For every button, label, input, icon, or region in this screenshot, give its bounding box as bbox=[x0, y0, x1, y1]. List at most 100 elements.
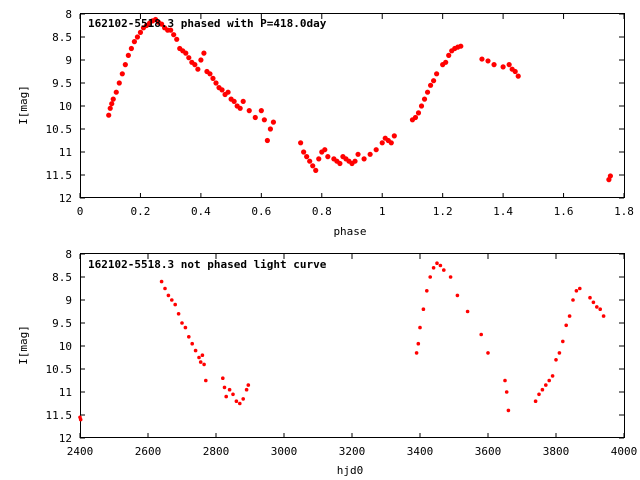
data-point bbox=[110, 96, 116, 102]
y-tick-label: 11 bbox=[59, 146, 72, 159]
data-point bbox=[227, 387, 232, 392]
data-point bbox=[234, 399, 239, 404]
data-point bbox=[479, 332, 484, 337]
data-point bbox=[241, 397, 245, 401]
data-point bbox=[325, 154, 331, 160]
data-point bbox=[170, 298, 174, 302]
data-point bbox=[238, 401, 242, 406]
x-tick-label: 2600 bbox=[135, 445, 162, 458]
data-point bbox=[458, 43, 464, 49]
data-point bbox=[316, 156, 322, 162]
chart-title: 162102-5518.3 phased with P=418.0day bbox=[88, 17, 327, 30]
data-point bbox=[607, 173, 614, 179]
x-tick-label: 1.4 bbox=[493, 205, 513, 218]
data-point bbox=[301, 149, 307, 155]
y-tick-label: 11.5 bbox=[46, 409, 73, 422]
x-tick-label: 2400 bbox=[67, 445, 94, 458]
data-point bbox=[434, 71, 440, 77]
data-point bbox=[486, 351, 490, 355]
data-point bbox=[310, 163, 316, 169]
data-point bbox=[506, 62, 512, 68]
data-point bbox=[166, 293, 171, 298]
y-tick-label: 8.5 bbox=[52, 31, 72, 44]
data-point bbox=[322, 147, 328, 153]
data-point bbox=[244, 387, 249, 392]
data-point bbox=[168, 27, 174, 33]
x-tick-label: 0.8 bbox=[312, 205, 332, 218]
data-point bbox=[192, 62, 198, 68]
x-tick-label: 0.2 bbox=[131, 205, 151, 218]
x-tick-label: 3800 bbox=[543, 445, 570, 458]
y-axis-title: I[mag] bbox=[17, 85, 30, 125]
data-point bbox=[200, 353, 205, 358]
x-tick-label: 1.8 bbox=[614, 205, 634, 218]
data-point bbox=[503, 378, 507, 383]
data-point bbox=[113, 89, 119, 95]
unphased-light-curve-panel: 2400 2600 2800 3000 3200 3400 3600 3800 4000 8 8.… bbox=[17, 248, 637, 477]
data-point bbox=[485, 58, 491, 64]
data-point bbox=[337, 160, 343, 167]
data-point bbox=[261, 117, 267, 123]
data-point bbox=[237, 105, 243, 111]
data-point bbox=[595, 305, 599, 309]
data-point bbox=[202, 362, 206, 367]
data-point bbox=[561, 339, 565, 344]
data-point bbox=[193, 348, 198, 353]
data-point bbox=[540, 387, 545, 392]
x-axis-title: hjd0 bbox=[337, 464, 364, 477]
data-point bbox=[598, 307, 602, 312]
y-tick-label: 11.5 bbox=[46, 169, 73, 182]
data-point bbox=[435, 261, 439, 266]
y-tick-label: 12 bbox=[59, 192, 72, 205]
data-point bbox=[571, 298, 575, 302]
data-point bbox=[116, 80, 122, 86]
y-tick-labels: 8 8.5 9 9.5 10 10.5 11 11.5 12 bbox=[46, 8, 73, 205]
data-point bbox=[183, 50, 189, 56]
data-point bbox=[564, 323, 568, 328]
data-point bbox=[137, 29, 144, 35]
x-tick-label: 3600 bbox=[475, 445, 502, 458]
data-point bbox=[270, 119, 277, 125]
data-point bbox=[424, 89, 431, 95]
data-point bbox=[183, 325, 188, 330]
data-point bbox=[176, 312, 181, 316]
data-point bbox=[491, 62, 497, 68]
data-point bbox=[246, 383, 251, 387]
data-point bbox=[213, 80, 219, 86]
data-point bbox=[504, 390, 509, 394]
data-point bbox=[601, 314, 606, 318]
data-point bbox=[355, 151, 361, 157]
data-point bbox=[431, 266, 436, 270]
data-point bbox=[224, 394, 228, 399]
data-point bbox=[418, 103, 425, 109]
data-point bbox=[119, 71, 125, 77]
data-point bbox=[567, 314, 572, 318]
data-point bbox=[258, 108, 264, 114]
x-tick-label: 2800 bbox=[203, 445, 230, 458]
data-point bbox=[163, 286, 167, 291]
data-point bbox=[425, 289, 429, 293]
x-tick-label: 1.6 bbox=[554, 205, 574, 218]
data-point bbox=[173, 302, 177, 307]
data-point bbox=[388, 140, 394, 146]
data-point bbox=[197, 355, 201, 360]
data-point bbox=[207, 71, 213, 77]
data-point bbox=[415, 110, 422, 116]
data-point bbox=[421, 307, 426, 312]
data-point bbox=[190, 341, 194, 346]
data-point bbox=[171, 32, 177, 38]
data-point bbox=[591, 300, 596, 305]
chart-title: 162102-5518.3 not phased light curve bbox=[88, 258, 327, 271]
data-point bbox=[533, 399, 538, 404]
y-tick-label: 8.5 bbox=[52, 271, 72, 284]
data-point bbox=[391, 133, 397, 139]
data-point bbox=[225, 89, 231, 95]
data-point bbox=[416, 341, 421, 346]
data-point bbox=[131, 39, 137, 45]
data-point bbox=[455, 293, 460, 298]
data-point bbox=[352, 158, 358, 164]
y-tick-label: 8 bbox=[65, 248, 72, 261]
data-point bbox=[465, 309, 470, 314]
data-point bbox=[246, 108, 252, 114]
